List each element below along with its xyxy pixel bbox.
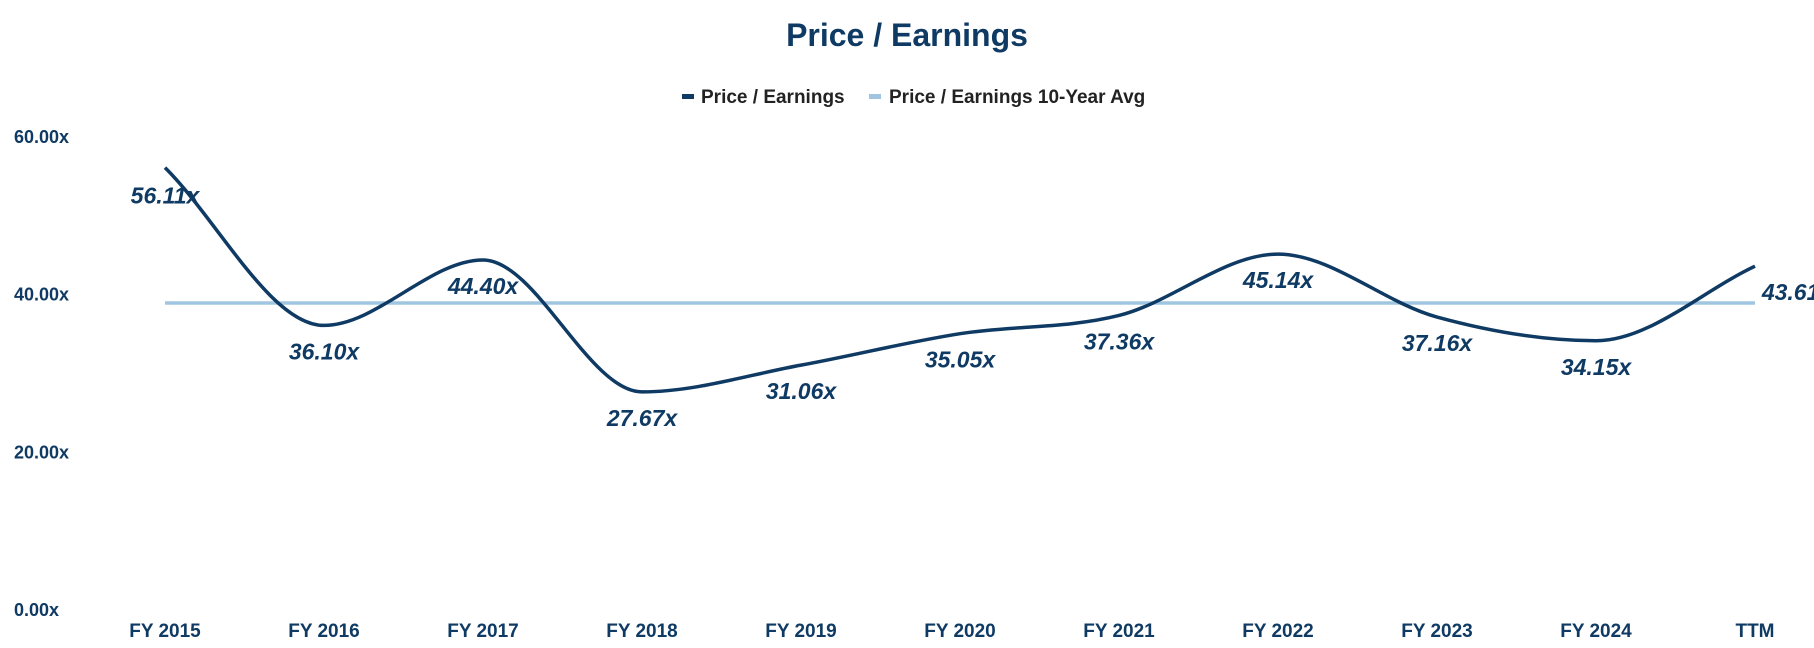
x-axis-ticks: FY 2015 FY 2016 FY 2017 FY 2018 FY 2019 FY 20… <box>129 621 1774 642</box>
y-tick-label: 0.00x <box>14 600 59 620</box>
chart-title: Price / Earnings <box>786 17 1028 53</box>
data-label: 37.16x <box>1402 330 1474 356</box>
data-label: 34.15x <box>1561 354 1633 380</box>
x-tick-label: FY 2018 <box>606 621 677 642</box>
pe-series-group <box>163 166 1756 394</box>
y-tick-label: 20.00x <box>14 442 69 462</box>
data-label: 31.06x <box>766 378 838 404</box>
data-label: 35.05x <box>925 347 997 373</box>
x-tick-label: FY 2017 <box>447 621 518 642</box>
x-tick-label: FY 2016 <box>288 621 359 642</box>
x-tick-label: TTM <box>1735 621 1774 642</box>
legend-label-pe: Price / Earnings <box>701 87 845 108</box>
data-label: 43.61x <box>1761 279 1814 305</box>
data-label: 44.40x <box>447 273 520 299</box>
pe-line <box>163 166 1756 394</box>
data-label: 56.11x <box>131 183 201 209</box>
data-label: 27.67x <box>606 405 679 431</box>
data-label: 37.36x <box>1084 328 1156 354</box>
data-label: 45.14x <box>1242 267 1315 293</box>
y-axis-ticks: 0.00x 20.00x 40.00x 60.00x <box>14 127 69 620</box>
x-tick-label: FY 2021 <box>1083 621 1155 642</box>
legend-swatch-avg <box>869 94 881 99</box>
legend-swatch-pe <box>682 94 694 99</box>
y-tick-label: 40.00x <box>14 285 69 305</box>
legend: Price / Earnings Price / Earnings 10-Yea… <box>682 87 1145 108</box>
data-label: 36.10x <box>289 338 361 364</box>
x-tick-label: FY 2022 <box>1242 621 1313 642</box>
x-tick-label: FY 2015 <box>129 621 201 642</box>
x-tick-label: FY 2020 <box>924 621 995 642</box>
legend-label-avg: Price / Earnings 10-Year Avg <box>889 87 1145 108</box>
x-tick-label: FY 2023 <box>1401 621 1472 642</box>
x-tick-label: FY 2024 <box>1560 621 1632 642</box>
data-labels: 56.11x 36.10x 44.40x 27.67x 31.06x 35.05x 37.3… <box>131 183 1814 431</box>
x-tick-label: FY 2019 <box>765 621 836 642</box>
y-tick-label: 60.00x <box>14 127 69 147</box>
